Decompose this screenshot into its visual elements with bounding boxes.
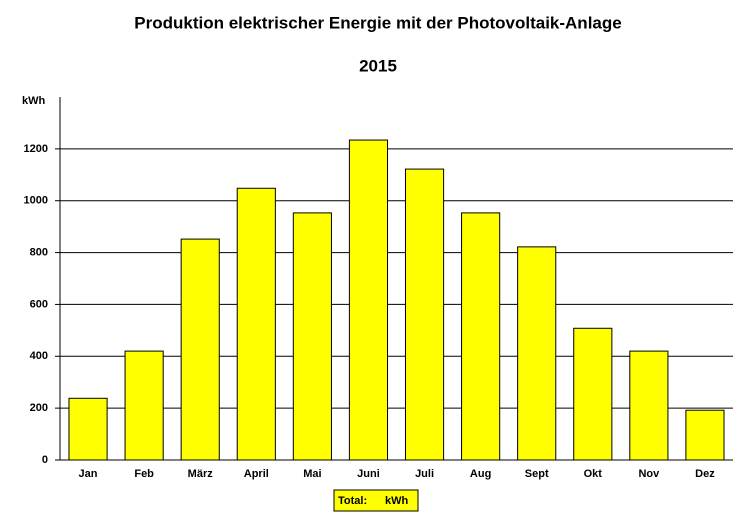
bar: [629, 350, 669, 461]
x-tick-label: Feb: [134, 468, 154, 480]
bar: [124, 350, 164, 461]
chart-subtitle: 2015: [359, 56, 397, 75]
bar: [573, 327, 613, 461]
y-tick-label: 600: [30, 298, 48, 310]
total-unit: kWh: [385, 495, 409, 507]
y-tick-label: 0: [42, 454, 48, 466]
x-tick-label: März: [188, 468, 214, 480]
x-tick-label: Dez: [695, 468, 715, 480]
x-tick-label: Jan: [79, 468, 98, 480]
y-axis-label: kWh: [22, 95, 46, 107]
bar: [517, 246, 557, 461]
y-tick-label: 800: [30, 246, 48, 258]
bar: [461, 212, 501, 461]
x-tick-label: Aug: [470, 468, 491, 480]
bar: [236, 187, 276, 461]
y-tick-label: 400: [30, 350, 48, 362]
bar: [404, 168, 445, 461]
bar: [685, 409, 725, 461]
x-tick-label: Sept: [525, 468, 549, 480]
x-tick-label: Okt: [584, 468, 603, 480]
y-tick-label: 1000: [24, 195, 48, 207]
bar: [180, 238, 220, 461]
x-tick-label: Juli: [415, 468, 434, 480]
y-tick-label: 200: [30, 402, 48, 414]
x-tick-label: Mai: [303, 468, 321, 480]
bar: [68, 397, 108, 461]
total-box: [333, 489, 419, 512]
total-label: Total:: [338, 495, 367, 507]
bar: [348, 139, 389, 461]
y-tick-label: 1200: [24, 143, 48, 155]
bar: [292, 212, 332, 461]
x-tick-label: Juni: [357, 468, 380, 480]
x-tick-label: April: [244, 468, 269, 480]
chart-title: Produktion elektrischer Energie mit der …: [134, 13, 621, 32]
x-tick-label: Nov: [638, 468, 660, 480]
